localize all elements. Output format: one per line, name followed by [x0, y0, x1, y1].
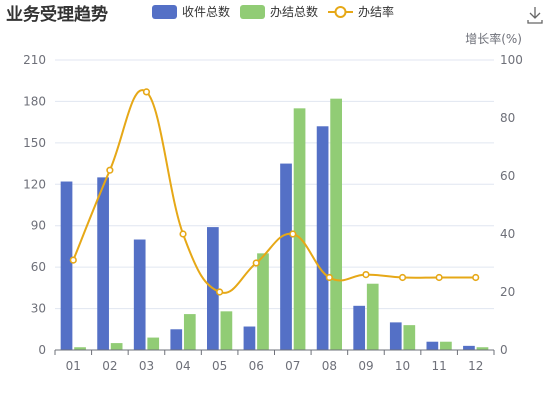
- legend-marker: [334, 6, 347, 18]
- legend-item[interactable]: 办结总数: [240, 4, 318, 19]
- y-left-tick-label: 90: [31, 219, 46, 233]
- rate-point[interactable]: [435, 273, 443, 282]
- bar-completed[interactable]: [330, 98, 342, 351]
- axes: 0 30 60 90 120 150 180 210 0 20 40 60 80 100 01 02 03 04 0…: [23, 53, 523, 373]
- bar-received[interactable]: [426, 341, 439, 350]
- x-tick-label: 05: [212, 359, 227, 373]
- y-right-tick-label: 0: [500, 343, 508, 357]
- x-tick-label: 01: [66, 359, 81, 373]
- x-tick-label: 04: [175, 359, 190, 373]
- bars: [60, 98, 489, 351]
- y-left-tick-label: 180: [23, 94, 46, 108]
- bar-completed[interactable]: [257, 253, 269, 350]
- rate-point[interactable]: [106, 166, 114, 174]
- line-series: [69, 88, 480, 296]
- y-right-tick-label: 40: [500, 227, 515, 241]
- bar-received[interactable]: [170, 329, 183, 350]
- rate-point[interactable]: [69, 256, 77, 264]
- x-tick-label: 03: [139, 359, 154, 373]
- x-tick-label: 07: [285, 359, 300, 373]
- rate-point[interactable]: [325, 273, 333, 282]
- rate-point[interactable]: [398, 273, 407, 282]
- rate-point[interactable]: [472, 273, 480, 282]
- x-tick-label: 08: [322, 359, 337, 373]
- grid: [55, 59, 494, 310]
- bar-received[interactable]: [60, 181, 73, 350]
- bar-completed[interactable]: [293, 108, 306, 350]
- legend: 收件总数 办结总数 办结率: [152, 4, 394, 19]
- bar-received[interactable]: [243, 326, 256, 350]
- bar-completed[interactable]: [220, 311, 233, 350]
- bar-received[interactable]: [280, 163, 292, 350]
- y-left-tick-label: 210: [23, 53, 46, 67]
- bar-received[interactable]: [316, 126, 329, 351]
- y-left-tick-label: 0: [38, 343, 46, 357]
- rate-point[interactable]: [252, 259, 260, 267]
- legend-swatch: [240, 5, 265, 19]
- y-right-tick-label: 100: [500, 53, 523, 67]
- x-tick-label: 11: [431, 359, 446, 373]
- rate-point[interactable]: [289, 230, 297, 238]
- bar-completed[interactable]: [403, 325, 416, 350]
- legend-label: 办结率: [358, 4, 394, 19]
- legend-label: 收件总数: [182, 4, 230, 19]
- bar-received[interactable]: [97, 177, 109, 350]
- rate-point[interactable]: [362, 271, 370, 279]
- bar-completed[interactable]: [476, 347, 489, 350]
- bar-received[interactable]: [463, 345, 475, 350]
- rate-point[interactable]: [216, 288, 224, 296]
- rate-point[interactable]: [179, 230, 187, 238]
- x-tick-label: 09: [358, 359, 373, 373]
- rate-point[interactable]: [142, 88, 151, 96]
- download-icon[interactable]: [524, 4, 546, 26]
- y-left-tick-label: 120: [23, 177, 46, 191]
- bar-completed[interactable]: [110, 343, 123, 350]
- bar-completed[interactable]: [183, 314, 196, 350]
- legend-swatch: [152, 5, 177, 19]
- y-left-tick-label: 60: [31, 260, 46, 274]
- bar-completed[interactable]: [366, 283, 379, 350]
- rate-line: [72, 89, 476, 294]
- legend-item[interactable]: 办结率: [328, 4, 394, 19]
- bar-completed[interactable]: [74, 347, 86, 350]
- chart-title: 业务受理趋势: [6, 4, 108, 25]
- right-axis-name: 增长率(%): [465, 31, 522, 46]
- y-right-tick-label: 20: [500, 285, 515, 299]
- x-tick-label: 10: [395, 359, 410, 373]
- x-tick-label: 06: [249, 359, 264, 373]
- y-left-tick-label: 30: [31, 302, 46, 316]
- y-right-tick-label: 60: [500, 169, 515, 183]
- bar-received[interactable]: [389, 322, 402, 350]
- legend-label: 办结总数: [270, 4, 318, 19]
- x-tick-label: 12: [468, 359, 483, 373]
- y-left-tick-label: 150: [23, 136, 46, 150]
- bar-received[interactable]: [133, 239, 146, 350]
- bar-received[interactable]: [353, 305, 366, 350]
- x-tick-label: 02: [102, 359, 117, 373]
- bar-completed[interactable]: [440, 341, 452, 350]
- legend-item[interactable]: 收件总数: [152, 4, 230, 19]
- bar-completed[interactable]: [147, 337, 160, 350]
- y-right-tick-label: 80: [500, 111, 515, 125]
